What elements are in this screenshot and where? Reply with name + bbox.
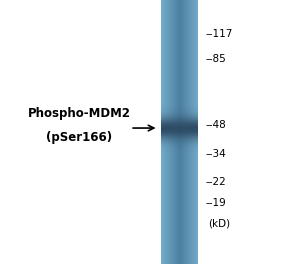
- Text: --22: --22: [205, 177, 226, 187]
- Text: --85: --85: [205, 54, 226, 64]
- Text: --34: --34: [205, 149, 226, 159]
- Text: (pSer166): (pSer166): [46, 131, 112, 144]
- Text: --48: --48: [205, 120, 226, 130]
- Text: (kD): (kD): [208, 218, 230, 228]
- Text: Phospho-MDM2: Phospho-MDM2: [28, 107, 131, 120]
- Text: --19: --19: [205, 198, 226, 208]
- Text: --117: --117: [205, 29, 233, 39]
